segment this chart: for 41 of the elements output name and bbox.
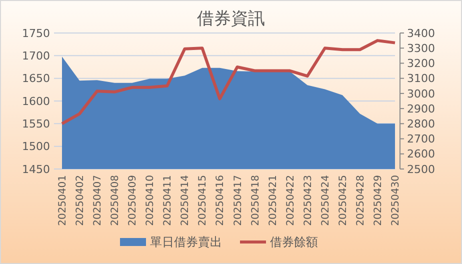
y2-tick-label: 2800 [407, 118, 435, 131]
x-tick-label: 20250418 [250, 175, 262, 226]
y2-tick-label: 3200 [407, 57, 435, 70]
y2-tick-label: 2600 [407, 148, 435, 161]
x-tick-label: 20250417 [232, 175, 244, 226]
y2-tick-label: 3400 [407, 26, 435, 40]
x-tick-label: 20250416 [215, 175, 226, 226]
y-tick-label: 1600 [22, 94, 50, 108]
x-tick-label: 20250415 [198, 175, 209, 226]
x-tick-label: 20250423 [302, 175, 314, 226]
x-tick-label: 20250402 [75, 175, 86, 226]
x-tick-label: 20250401 [58, 175, 68, 226]
x-tick-label: 20250425 [338, 175, 349, 226]
x-tick-label: 20250421 [268, 175, 279, 226]
chart-title: 借券資訊 [197, 9, 265, 29]
y-tick-label: 1500 [22, 140, 50, 154]
x-tick-label: 20250407 [92, 175, 104, 226]
y2-tick-label: 3100 [407, 72, 435, 86]
x-tick-label: 20250430 [390, 175, 402, 226]
y2-tick-label: 2700 [407, 132, 435, 146]
y2-tick-label: 3300 [407, 42, 435, 55]
line-series [60, 39, 396, 126]
x-tick-label: 20250414 [180, 175, 192, 226]
y-tick-label: 1700 [22, 50, 50, 63]
x-tick-label: 20250428 [355, 175, 366, 226]
y2-tick-label: 2500 [407, 162, 435, 176]
y-tick-label: 1450 [22, 162, 50, 176]
y-tick-label: 1750 [22, 26, 50, 40]
x-tick-label: 20250408 [110, 175, 122, 226]
y2-tick-label: 2900 [407, 102, 435, 116]
x-tick-label: 20250422 [285, 175, 296, 226]
x-tick-label: 20250410 [145, 175, 156, 226]
x-tick-label: 20250424 [320, 175, 332, 226]
y2-tick-label: 3000 [407, 87, 435, 100]
legend-label: 單日借券賣出 [150, 235, 222, 250]
y-tick-label: 1550 [22, 118, 50, 131]
x-tick-label: 20250409 [128, 175, 139, 226]
legend-label: 借券餘額 [270, 235, 318, 250]
y-tick-label: 1650 [22, 72, 50, 86]
x-tick-label: 20250411 [162, 175, 174, 226]
x-tick-label: 20250429 [372, 175, 384, 226]
